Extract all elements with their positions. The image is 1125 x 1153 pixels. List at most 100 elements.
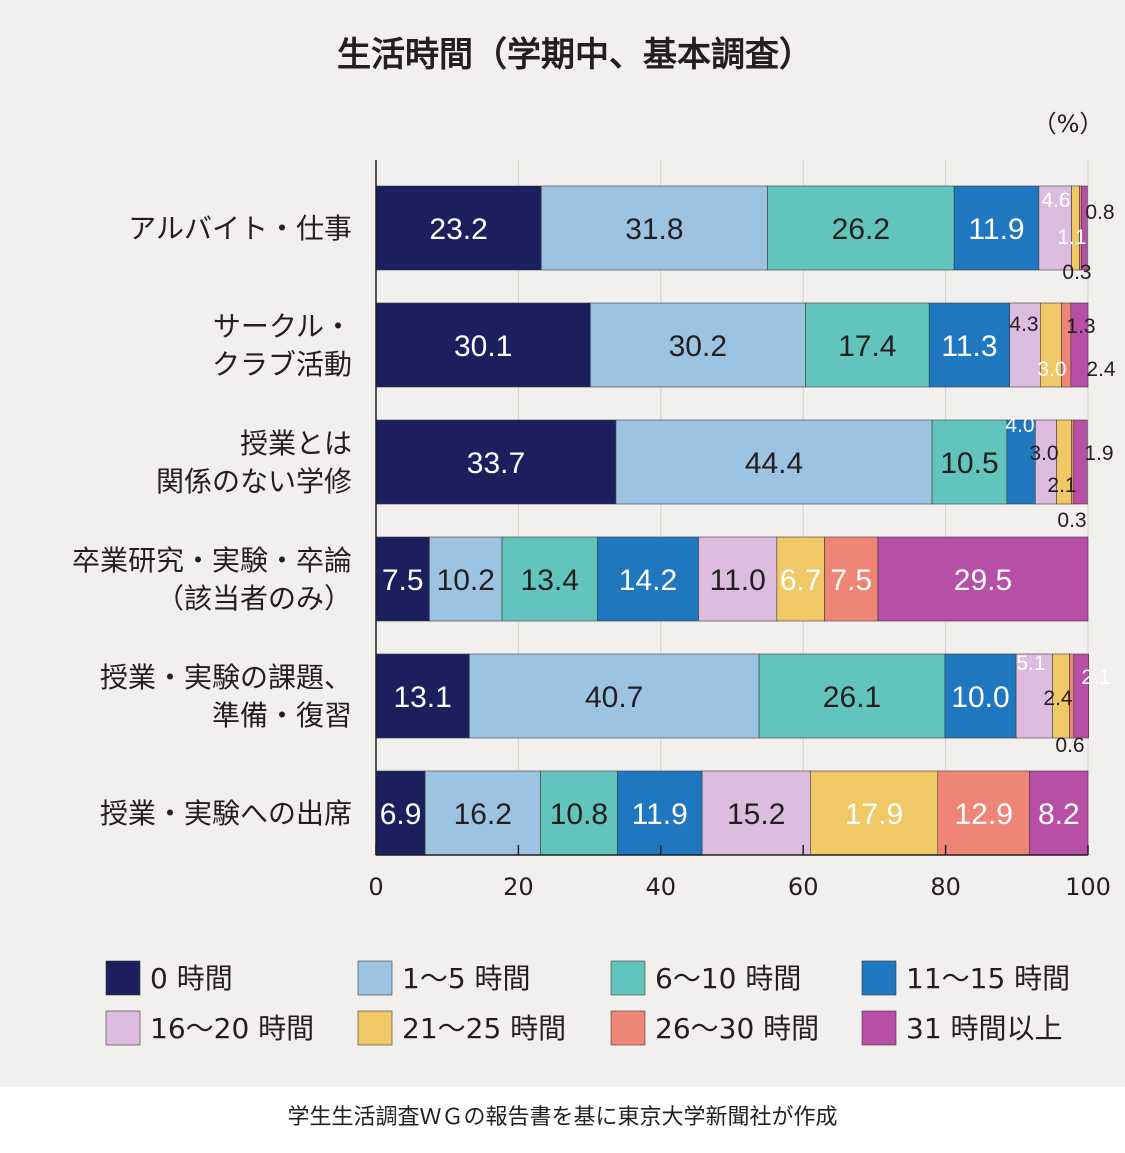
legend-swatch xyxy=(357,1010,393,1046)
value-label: 4.6 xyxy=(1041,189,1070,212)
value-label: 2.1 xyxy=(1081,666,1110,689)
bar-segment xyxy=(375,536,430,622)
bar-segment xyxy=(375,653,470,739)
bar-segment xyxy=(424,770,541,856)
value-label: 4.3 xyxy=(1009,313,1038,336)
legend-swatch xyxy=(105,960,141,996)
bar-segment xyxy=(375,302,591,388)
value-label: 0.3 xyxy=(1062,261,1091,284)
bar-segment xyxy=(931,419,1008,505)
value-label: 1.9 xyxy=(1084,442,1113,465)
legend-label: 0 時間 xyxy=(150,962,233,995)
bar-segment xyxy=(810,770,939,856)
legend-label: 11〜15 時間 xyxy=(906,962,1070,995)
bar-segment xyxy=(1038,185,1072,271)
value-label: 30.2 xyxy=(669,330,727,363)
bar-segment xyxy=(1009,302,1041,388)
value-label: 17.4 xyxy=(838,330,896,363)
value-label: 13.1 xyxy=(393,681,451,714)
category-label: アルバイト・仕事 xyxy=(128,212,352,245)
value-label: 2.4 xyxy=(1043,687,1073,710)
value-label: 1.1 xyxy=(1057,226,1086,249)
value-label: 17.9 xyxy=(845,798,903,831)
value-label: 11.3 xyxy=(941,330,997,363)
value-label: 40.7 xyxy=(585,681,643,714)
value-label: 10.2 xyxy=(437,564,495,597)
value-label: 23.2 xyxy=(429,213,487,246)
value-label: 1.3 xyxy=(1066,315,1095,338)
value-label: 3.0 xyxy=(1029,442,1058,465)
value-label: 10.8 xyxy=(550,798,608,831)
value-labels: 23.2 31.8 26.2 11.9 4.6 1.1 0.3 0.8 30.1 30.2 17.4… xyxy=(380,189,1116,831)
value-label: 7.5 xyxy=(830,564,872,597)
category-label: クラブ活動 xyxy=(212,348,352,381)
legend-swatch xyxy=(610,960,646,996)
bar-segment xyxy=(375,419,617,505)
bar-segment xyxy=(1081,185,1088,271)
value-label: 10.5 xyxy=(940,447,998,480)
value-label: 0.3 xyxy=(1057,509,1086,532)
bar-segment xyxy=(776,536,825,622)
x-tick-label: 80 xyxy=(930,873,961,901)
category-label: 準備・復習 xyxy=(212,699,352,732)
bar-segment xyxy=(1073,653,1090,739)
category-label: 関係のない学修 xyxy=(156,465,352,498)
legend-swatch xyxy=(105,1010,141,1046)
chart-panel: 生活時間（学期中、基本調査） （%） 23.2 31.8 26.2 11.9 4.6 1.… xyxy=(0,0,1125,1087)
category-label: （該当者のみ） xyxy=(156,582,352,615)
legend-label: 16〜20 時間 xyxy=(150,1012,314,1045)
chart-title: 生活時間（学期中、基本調査） xyxy=(337,35,813,75)
x-tick-label: 100 xyxy=(1065,873,1111,901)
x-tick-label: 40 xyxy=(646,873,677,901)
bar-segment xyxy=(540,770,618,856)
bar-segment xyxy=(590,302,806,388)
value-label: 16.2 xyxy=(454,798,512,831)
bars xyxy=(375,185,1090,856)
bar-segment xyxy=(597,536,699,622)
value-label: 29.5 xyxy=(954,564,1012,597)
bar-segment xyxy=(877,536,1089,622)
value-label: 2.4 xyxy=(1086,358,1116,381)
legend-swatch xyxy=(357,960,393,996)
value-label: 4.0 xyxy=(1005,414,1034,437)
category-label: サークル・ xyxy=(213,310,352,343)
bar-segment xyxy=(1029,770,1089,856)
x-axis: 0 20 40 60 80 100 xyxy=(368,160,1111,901)
value-label: 5.1 xyxy=(1016,652,1045,675)
x-tick-label: 0 xyxy=(368,873,383,901)
value-label: 11.9 xyxy=(968,213,1024,246)
value-label: 6.7 xyxy=(780,564,822,597)
legend-label: 21〜25 時間 xyxy=(402,1012,566,1045)
legend-swatch xyxy=(610,1010,646,1046)
value-label: 14.2 xyxy=(619,564,677,597)
value-label: 15.2 xyxy=(727,798,785,831)
value-label: 8.2 xyxy=(1038,798,1080,831)
value-label: 30.1 xyxy=(454,330,512,363)
category-label: 授業・実験への出席 xyxy=(100,797,352,830)
bar-segment xyxy=(937,770,1030,856)
bar-segment xyxy=(615,419,933,505)
category-label: 授業とは xyxy=(240,427,352,460)
value-label: 2.1 xyxy=(1047,474,1076,497)
bar-segment xyxy=(617,770,703,856)
bar-segment xyxy=(1006,419,1036,505)
value-label: 13.4 xyxy=(521,564,579,597)
bar-segment xyxy=(944,653,1017,739)
value-label: 3.0 xyxy=(1037,358,1066,381)
value-label: 7.5 xyxy=(382,564,424,597)
legend: 0 時間 1〜5 時間 6〜10 時間 11〜15 時間 16〜20 時間 21〜25 時… xyxy=(105,960,1070,1046)
bar-segment xyxy=(698,536,778,622)
legend-label: 31 時間以上 xyxy=(906,1012,1063,1045)
legend-swatch xyxy=(861,1010,897,1046)
x-tick-label: 20 xyxy=(503,873,534,901)
bar-segment xyxy=(928,302,1010,388)
bar-segment xyxy=(758,653,946,739)
value-label: 31.8 xyxy=(625,213,683,246)
legend-label: 1〜5 時間 xyxy=(402,962,531,995)
legend-label: 6〜10 時間 xyxy=(655,962,801,995)
value-label: 12.9 xyxy=(954,798,1012,831)
value-label: 0.6 xyxy=(1055,734,1084,757)
x-tick-label: 60 xyxy=(788,873,819,901)
category-label: 授業・実験の課題、 xyxy=(100,661,352,694)
